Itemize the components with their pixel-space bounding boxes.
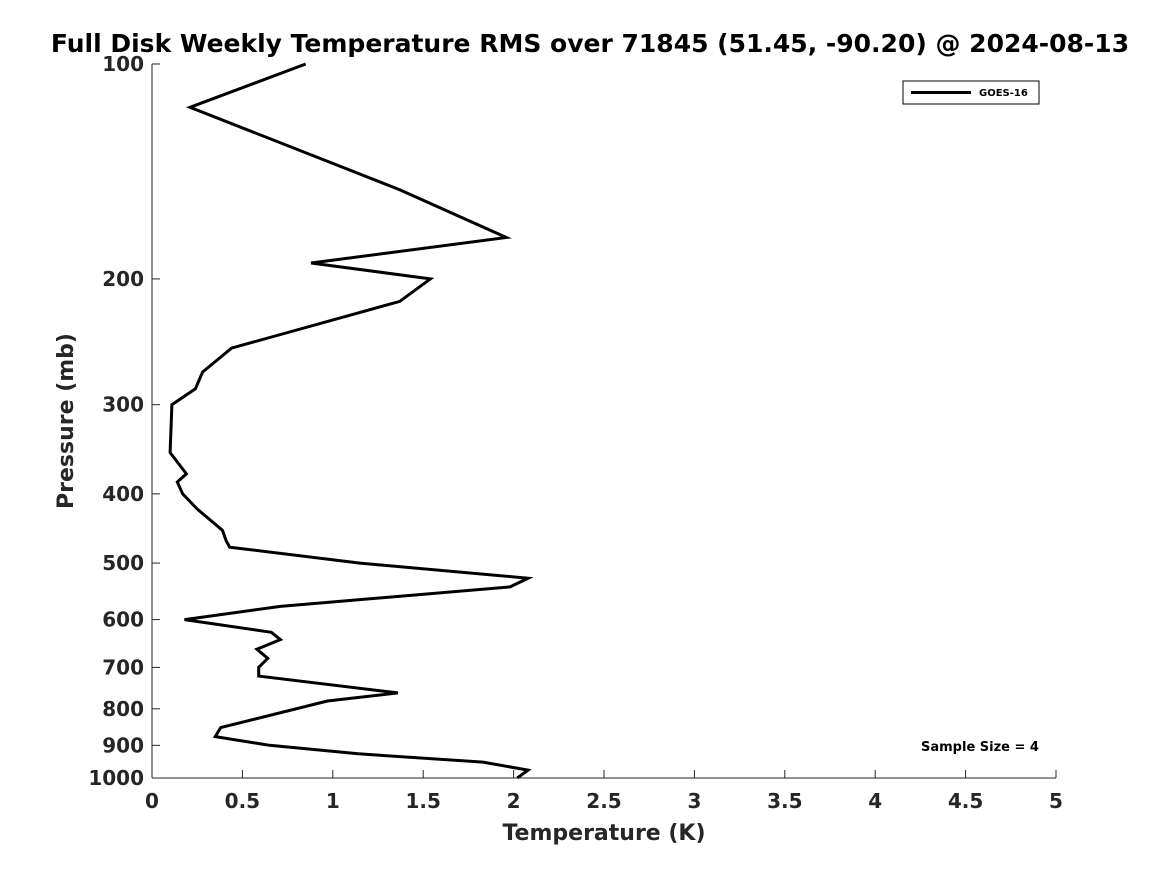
y-axis-label: Pressure (mb) (54, 333, 79, 509)
y-axis: 100 200 300 400 500 600 700 800 900 1000 (88, 52, 160, 790)
y-tick-label: 600 (102, 608, 144, 632)
x-tick-label: 2 (507, 789, 521, 813)
x-tick-label: 0.5 (225, 789, 260, 813)
y-tick-label: 900 (102, 733, 144, 757)
y-tick-label: 300 (102, 393, 144, 417)
x-tick-label: 3 (687, 789, 701, 813)
y-tick-label: 200 (102, 267, 144, 291)
legend-label-goes-16: GOES-16 (979, 88, 1028, 99)
x-tick-label: 4.5 (948, 789, 983, 813)
y-tick-label: 700 (102, 655, 144, 679)
x-tick-label: 5 (1049, 789, 1063, 813)
plot-area (168, 62, 534, 780)
x-tick-label: 3.5 (767, 789, 802, 813)
x-tick-label: 2.5 (586, 789, 621, 813)
y-tick-label: 100 (102, 52, 144, 76)
y-tick-label: 500 (102, 551, 144, 575)
x-tick-label: 1 (326, 789, 340, 813)
y-tick-label: 800 (102, 697, 144, 721)
y-tick-label: 400 (102, 482, 144, 506)
chart-title: Full Disk Weekly Temperature RMS over 71… (51, 29, 1129, 58)
sample-size-annotation: Sample Size = 4 (921, 740, 1039, 755)
series-line-goes-16 (168, 62, 534, 780)
x-tick-label: 4 (868, 789, 882, 813)
x-axis-label: Temperature (K) (502, 821, 705, 846)
x-axis: 0 0.5 1 1.5 2 2.5 3 3.5 4 4.5 5 (145, 770, 1063, 813)
y-tick-label: 1000 (88, 766, 144, 790)
x-tick-label: 0 (145, 789, 159, 813)
legend: GOES-16 (902, 80, 1040, 105)
x-tick-label: 1.5 (405, 789, 440, 813)
